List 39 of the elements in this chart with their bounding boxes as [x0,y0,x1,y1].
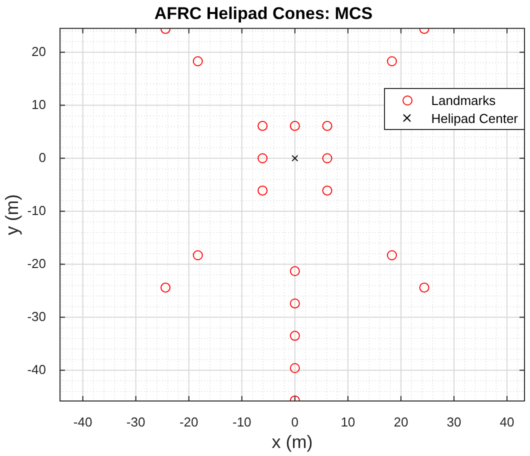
y-tick-label: 10 [32,96,46,112]
point [419,282,430,293]
x-tick-label: 40 [500,414,514,430]
point [290,330,300,341]
x-tick-label: -30 [126,414,146,430]
point [322,153,332,164]
point [322,186,332,196]
x-tick-label: 20 [394,414,408,430]
y-tick-label: 20 [32,44,46,59]
y-axis-title: y (m) [2,194,22,236]
point [292,154,298,162]
y-tick-label: -40 [27,362,46,377]
point [258,153,268,164]
y-tick-label: -10 [27,202,46,218]
point [160,282,171,293]
x-tick-label: 10 [340,414,356,430]
chart-title: AFRC Helipad Cones: MCS [154,4,373,23]
x-tick-label: -20 [179,414,198,430]
point [290,120,300,131]
legend-label: Helipad Center [431,110,518,126]
point [322,120,332,131]
point [386,56,397,66]
point [290,298,300,308]
point [290,363,300,374]
y-tick-label: -20 [27,256,46,271]
point [290,266,300,276]
y-tick-label: -30 [27,308,46,324]
x-tick-label: -10 [232,414,252,430]
x-tick-label: -40 [73,414,92,430]
y-tick-label: 0 [38,150,46,165]
x-tick-label: 0 [291,414,299,430]
point [258,120,268,131]
point [192,56,203,66]
point [386,250,397,260]
legend-label: Landmarks [431,92,496,108]
point [258,186,268,196]
point [192,250,203,260]
x-tick-label: 30 [446,414,462,430]
x-axis-title: x (m) [272,432,313,452]
